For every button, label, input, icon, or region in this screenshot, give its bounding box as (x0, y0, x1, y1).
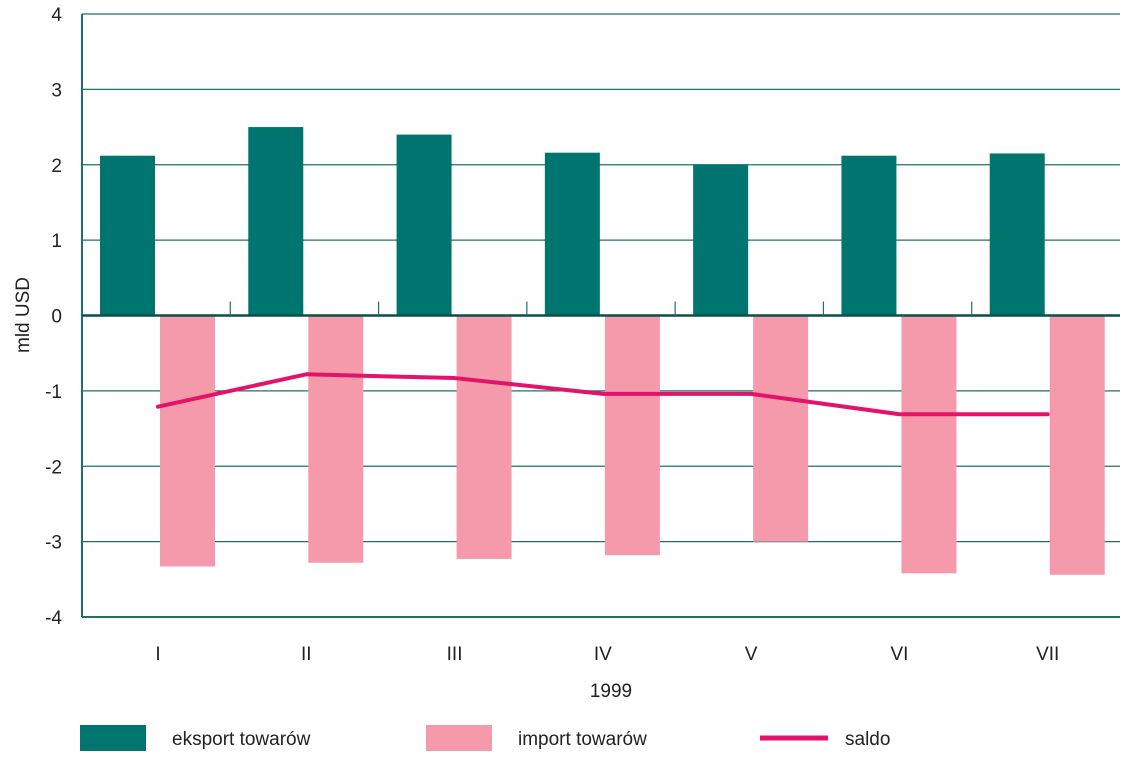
bar-export (989, 153, 1045, 316)
bar-export (544, 152, 600, 316)
y-tick-label: 3 (51, 80, 62, 101)
legend-swatch (426, 725, 492, 751)
bar-export (396, 134, 452, 316)
bar-import (604, 315, 660, 556)
y-tick-label: -2 (45, 457, 62, 478)
bar-export (693, 164, 749, 316)
x-tick-label: IV (594, 644, 612, 665)
x-axis-label: 1999 (590, 681, 632, 702)
y-tick-label: 0 (51, 307, 62, 328)
x-tick-label: II (301, 644, 312, 665)
bar-import (456, 315, 512, 559)
bar-import (753, 315, 809, 542)
y-tick-label: -4 (45, 608, 62, 629)
x-tick-label: III (447, 644, 463, 665)
bar-import (160, 315, 215, 567)
legend-label: saldo (845, 729, 890, 750)
x-tick-label: I (155, 644, 160, 665)
y-tick-label: -3 (45, 533, 62, 554)
bar-export (100, 155, 155, 316)
legend-swatch (80, 725, 146, 751)
x-tick-label: VII (1036, 644, 1059, 665)
y-tick-label: -1 (45, 382, 62, 403)
bar-export (248, 127, 304, 316)
y-tick-label: 4 (51, 5, 62, 26)
y-tick-label: 1 (51, 231, 62, 252)
bar-export (841, 155, 897, 316)
y-tick-label: 2 (51, 156, 62, 177)
legend-label: import towarów (518, 729, 647, 750)
bar-import (308, 315, 364, 563)
x-tick-label: VI (890, 644, 908, 665)
bar-import (901, 315, 957, 574)
bar-import (1049, 315, 1105, 575)
x-tick-label: V (745, 644, 758, 665)
y-axis-label: mld USD (13, 277, 34, 353)
legend-label: eksport towarów (172, 729, 311, 750)
